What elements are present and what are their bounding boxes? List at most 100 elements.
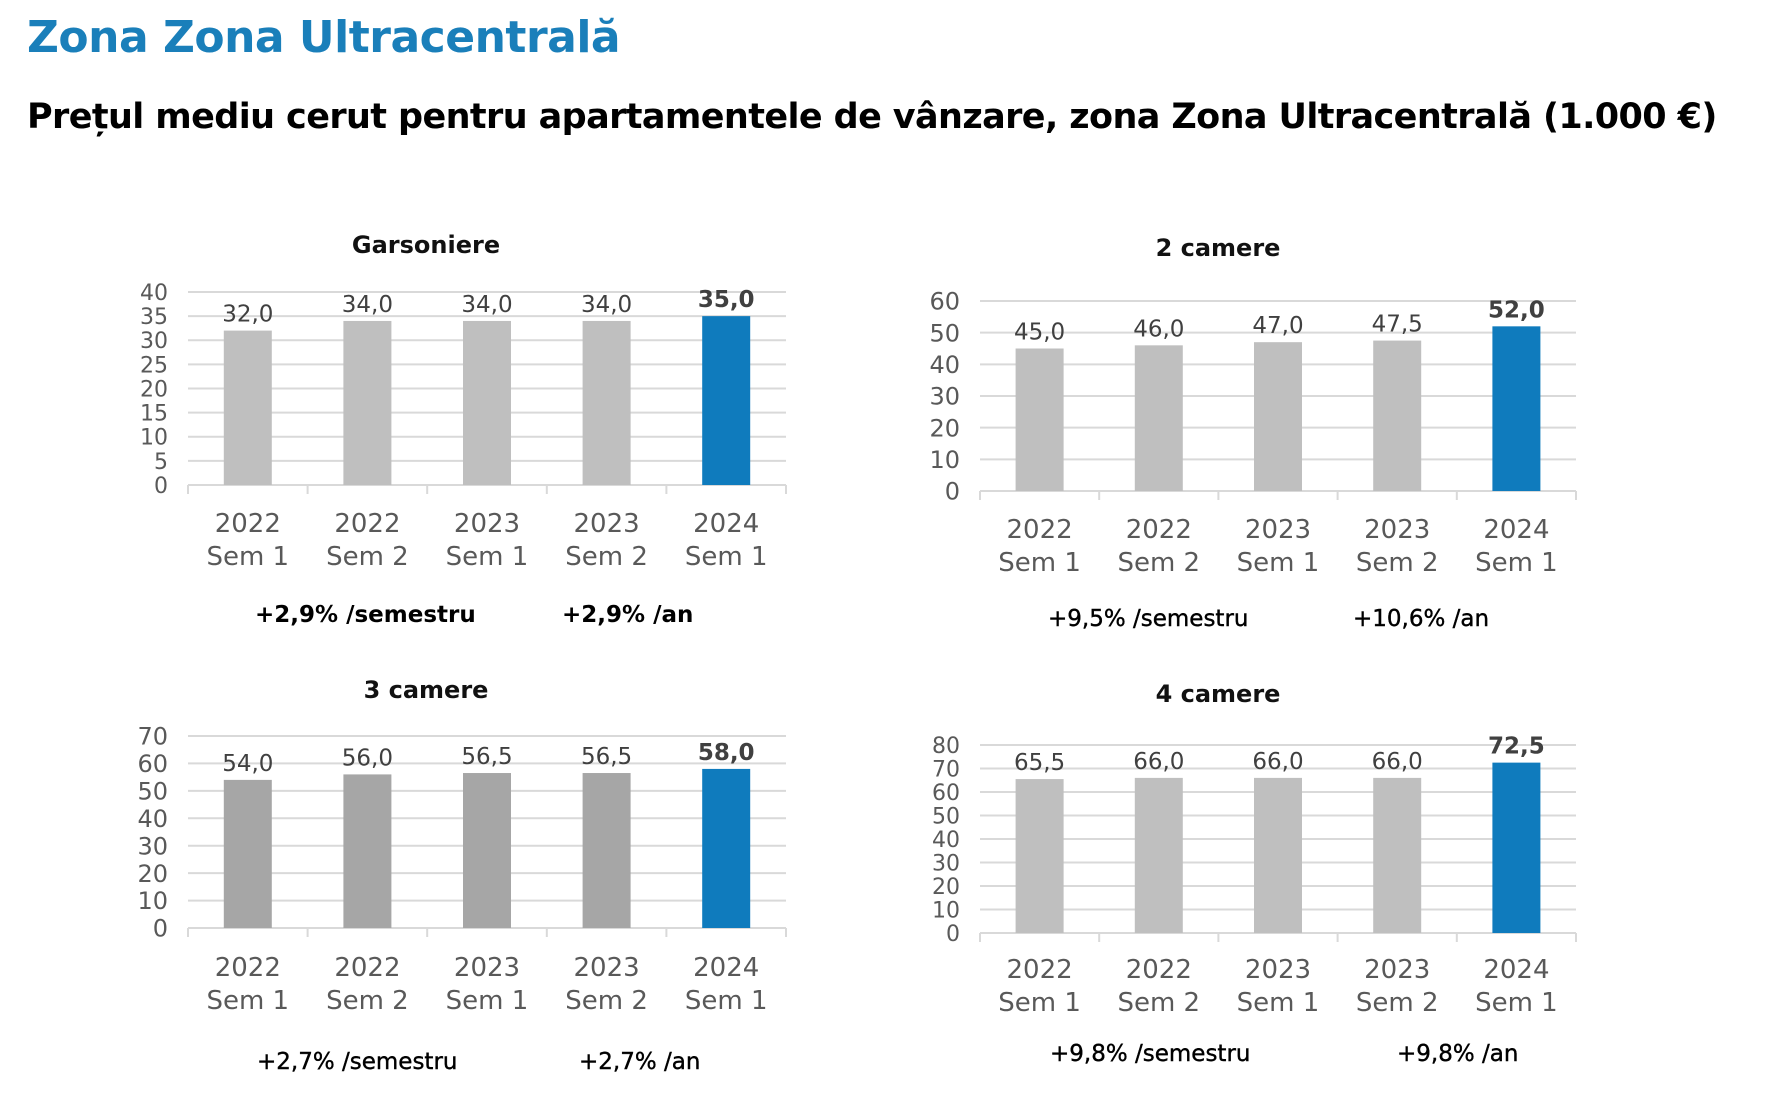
x-tick-label-year: 2023 (574, 953, 640, 983)
y-tick-label: 80 (932, 734, 960, 759)
y-tick-label: 0 (946, 922, 960, 947)
bar (1134, 345, 1183, 491)
data-label: 66,0 (1372, 749, 1423, 775)
bar (223, 330, 272, 485)
x-tick-label-semester: Sem 1 (446, 986, 529, 1016)
chart-title: Garsoniere (351, 231, 501, 259)
data-label: 47,5 (1372, 312, 1423, 338)
bar-highlight (702, 768, 751, 928)
bar (1015, 348, 1064, 491)
data-label: 56,0 (342, 745, 393, 771)
y-tick-label: 50 (929, 319, 960, 347)
x-tick-label-year: 2023 (1364, 515, 1430, 545)
x-tick-label-semester: Sem 2 (326, 986, 409, 1016)
x-tick-label-semester: Sem 1 (998, 548, 1081, 578)
x-tick-label-year: 2023 (454, 509, 520, 539)
x-tick-label-semester: Sem 2 (1356, 988, 1439, 1018)
x-tick-label-year: 2022 (215, 953, 281, 983)
data-label: 56,5 (581, 744, 632, 770)
growth-year: +2,9% /an (562, 602, 694, 628)
x-tick-label-semester: Sem 1 (998, 988, 1081, 1018)
x-tick-label-year: 2022 (1007, 955, 1073, 985)
data-label: 52,0 (1488, 297, 1545, 323)
x-tick-label-semester: Sem 2 (1356, 548, 1439, 578)
x-tick-label-year: 2022 (215, 509, 281, 539)
bar (343, 320, 392, 485)
x-tick-label-semester: Sem 1 (685, 986, 768, 1016)
bar (1015, 779, 1064, 933)
bar (1254, 777, 1302, 933)
bar-highlight (702, 316, 751, 485)
y-tick-label: 10 (932, 898, 960, 923)
y-tick-label: 0 (945, 478, 960, 506)
x-tick-label-semester: Sem 2 (565, 986, 648, 1016)
y-tick-label: 50 (932, 804, 960, 829)
y-tick-label: 10 (929, 446, 960, 474)
bar (343, 774, 392, 928)
data-label: 45,0 (1014, 320, 1065, 346)
x-tick-label-semester: Sem 1 (446, 542, 529, 572)
x-tick-label-semester: Sem 1 (1237, 988, 1320, 1018)
x-tick-label-year: 2022 (1007, 515, 1073, 545)
x-tick-label-year: 2023 (1245, 515, 1311, 545)
x-tick-label-year: 2023 (454, 953, 520, 983)
chart-title: 4 camere (1155, 680, 1281, 708)
bar (1254, 342, 1302, 491)
data-label: 34,0 (581, 292, 632, 318)
y-tick-label: 70 (932, 757, 960, 782)
data-label: 72,5 (1488, 734, 1545, 760)
y-tick-label: 20 (932, 875, 960, 900)
y-tick-label: 40 (140, 281, 168, 306)
y-tick-label: 35 (140, 305, 168, 330)
y-tick-label: 25 (140, 353, 168, 378)
y-tick-label: 50 (137, 777, 168, 805)
x-tick-label-year: 2023 (1245, 955, 1311, 985)
data-label: 32,0 (222, 302, 273, 328)
x-tick-label-year: 2024 (693, 953, 759, 983)
y-tick-label: 40 (932, 828, 960, 853)
data-label: 58,0 (698, 740, 755, 766)
growth-year: +2,7% /an (579, 1049, 701, 1075)
page-title: Prețul mediu cerut pentru apartamentele … (27, 97, 1717, 137)
x-tick-label-semester: Sem 1 (1475, 548, 1558, 578)
bar (1373, 340, 1422, 491)
y-tick-label: 60 (929, 288, 960, 316)
x-tick-label-year: 2024 (693, 509, 759, 539)
bar (223, 779, 272, 928)
growth-year: +9,8% /an (1397, 1041, 1519, 1067)
x-tick-label-semester: Sem 1 (685, 542, 768, 572)
growth-semester: +9,8% /semestru (1050, 1041, 1251, 1067)
growth-semester: +2,9% /semestru (255, 602, 476, 628)
bar (463, 320, 511, 485)
chart-title: 2 camere (1155, 234, 1281, 262)
data-label: 46,0 (1133, 316, 1184, 342)
x-tick-label-semester: Sem 1 (206, 986, 289, 1016)
data-label: 65,5 (1014, 750, 1065, 776)
bar (582, 773, 631, 928)
y-tick-label: 30 (140, 329, 168, 354)
x-tick-label-year: 2022 (334, 509, 400, 539)
y-tick-label: 5 (154, 450, 168, 475)
y-tick-label: 30 (929, 383, 960, 411)
y-tick-label: 60 (137, 750, 168, 778)
y-tick-label: 20 (137, 860, 168, 888)
data-label: 35,0 (698, 287, 755, 313)
y-tick-label: 20 (140, 377, 168, 402)
x-tick-label-year: 2024 (1483, 515, 1549, 545)
x-tick-label-semester: Sem 2 (1117, 548, 1200, 578)
y-tick-label: 60 (932, 781, 960, 806)
y-tick-label: 40 (137, 805, 168, 833)
data-label: 56,5 (461, 744, 512, 770)
y-tick-label: 15 (140, 402, 168, 427)
data-label: 66,0 (1133, 749, 1184, 775)
y-tick-label: 30 (137, 832, 168, 860)
zone-title: Zona Zona Ultracentrală (27, 12, 621, 63)
bar-highlight (1492, 326, 1541, 491)
data-label: 66,0 (1252, 749, 1303, 775)
y-tick-label: 10 (140, 426, 168, 451)
x-tick-label-semester: Sem 2 (326, 542, 409, 572)
data-label: 54,0 (222, 751, 273, 777)
